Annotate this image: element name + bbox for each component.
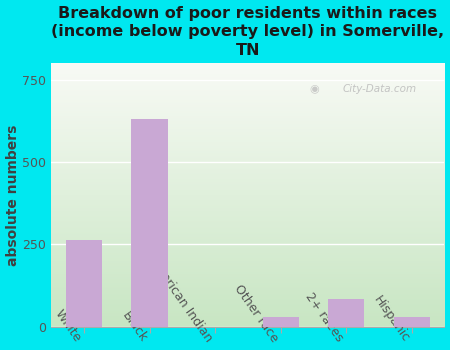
Bar xyxy=(394,317,430,327)
Text: ◉: ◉ xyxy=(310,84,320,94)
Bar xyxy=(66,240,102,327)
Bar xyxy=(131,119,167,327)
Bar xyxy=(262,317,299,327)
Title: Breakdown of poor residents within races
(income below poverty level) in Somervi: Breakdown of poor residents within races… xyxy=(51,6,445,58)
Bar xyxy=(328,299,364,327)
Text: City-Data.com: City-Data.com xyxy=(342,84,416,94)
Y-axis label: absolute numbers: absolute numbers xyxy=(5,124,19,266)
